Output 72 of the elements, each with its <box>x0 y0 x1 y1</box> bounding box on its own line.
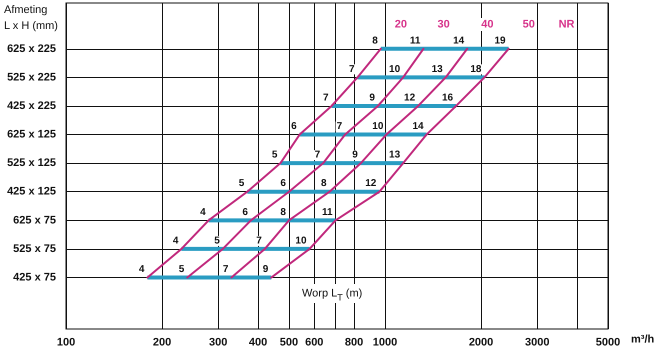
text: 30 <box>437 18 450 30</box>
annotation: 16 <box>442 92 454 104</box>
x-tick-label: 500 <box>280 336 298 348</box>
annotation: 7 <box>336 121 343 132</box>
text: 20 <box>394 18 408 30</box>
annotation: 10 <box>295 235 307 246</box>
annotation: 8 <box>320 178 327 190</box>
annotation: 5 <box>178 264 185 276</box>
y-tick-label: 625 x 125 <box>7 128 56 141</box>
annotation: 9 <box>262 264 269 276</box>
bar <box>358 75 484 80</box>
x-tick-label: 2000 <box>468 336 494 348</box>
annotation: 5 <box>214 235 220 246</box>
x-tick-label: 800 <box>344 336 364 348</box>
bar <box>181 246 310 251</box>
annotation: 13 <box>432 64 444 75</box>
bar <box>380 46 509 51</box>
annotation: 6 <box>291 121 298 132</box>
annotation: 7 <box>222 264 229 276</box>
x-tick-label: 3000 <box>524 336 550 348</box>
y-tick-label: 625 x 225 <box>7 42 56 55</box>
annotation: 14 <box>453 35 465 46</box>
annotation: 7 <box>256 235 262 246</box>
annotation: 6 <box>280 178 286 190</box>
y-tick-label: 525 x 75 <box>13 242 56 255</box>
x-axis-title: m³/h <box>631 334 654 346</box>
annotation: 8 <box>280 206 286 218</box>
y-tick-label: 525 x 125 <box>7 157 56 170</box>
x-tick-label: 400 <box>248 336 268 348</box>
x-tick-label: 200 <box>152 336 172 348</box>
x-tick-label: 100 <box>56 336 76 348</box>
annotation: 14 <box>412 121 424 132</box>
annotation: 9 <box>352 150 358 161</box>
y-axis-title: Afmeting L x H (mm) <box>4 4 58 32</box>
annotation: 18 <box>470 64 482 75</box>
annotation: 9 <box>369 92 376 104</box>
bar <box>147 276 272 280</box>
bar <box>280 161 404 166</box>
x-tick-label: 600 <box>305 336 324 348</box>
x-tick-label: 300 <box>209 336 228 348</box>
annotation: 7 <box>323 92 330 104</box>
text: 40 <box>481 18 494 30</box>
annotation: 6 <box>242 206 248 218</box>
annotation: 4 <box>172 235 179 246</box>
bar <box>247 190 380 194</box>
x-tick-label: 1000 <box>372 336 398 348</box>
annotation: 11 <box>410 35 421 46</box>
legend-title: NR <box>558 18 575 30</box>
annotation: 13 <box>389 150 401 161</box>
bar <box>332 104 456 108</box>
bar <box>300 132 427 137</box>
annotation: 7 <box>314 150 321 161</box>
annotation: 19 <box>494 35 506 46</box>
annotation: 8 <box>372 35 378 46</box>
bar <box>208 218 336 222</box>
annotation: 12 <box>365 178 377 190</box>
annotation: 12 <box>404 92 416 104</box>
text: 50 <box>522 18 535 30</box>
y-tick-label: 425 x 225 <box>7 100 56 112</box>
y-tick-label: 625 x 75 <box>13 214 56 226</box>
annotation: 11 <box>322 206 334 218</box>
y-tick-label: 425 x 75 <box>13 272 56 284</box>
y-tick-label: 525 x 225 <box>7 71 56 84</box>
annotation: 10 <box>372 121 384 132</box>
y-tick-label: 425 x 125 <box>7 186 56 198</box>
annotation: 4 <box>138 264 145 276</box>
annotation: 4 <box>200 206 206 218</box>
x-tick-label: 5000 <box>596 336 620 348</box>
annotation: 5 <box>238 178 245 190</box>
annotation: 10 <box>389 64 401 75</box>
annotation: 5 <box>272 150 278 161</box>
annotation: 7 <box>348 64 355 75</box>
